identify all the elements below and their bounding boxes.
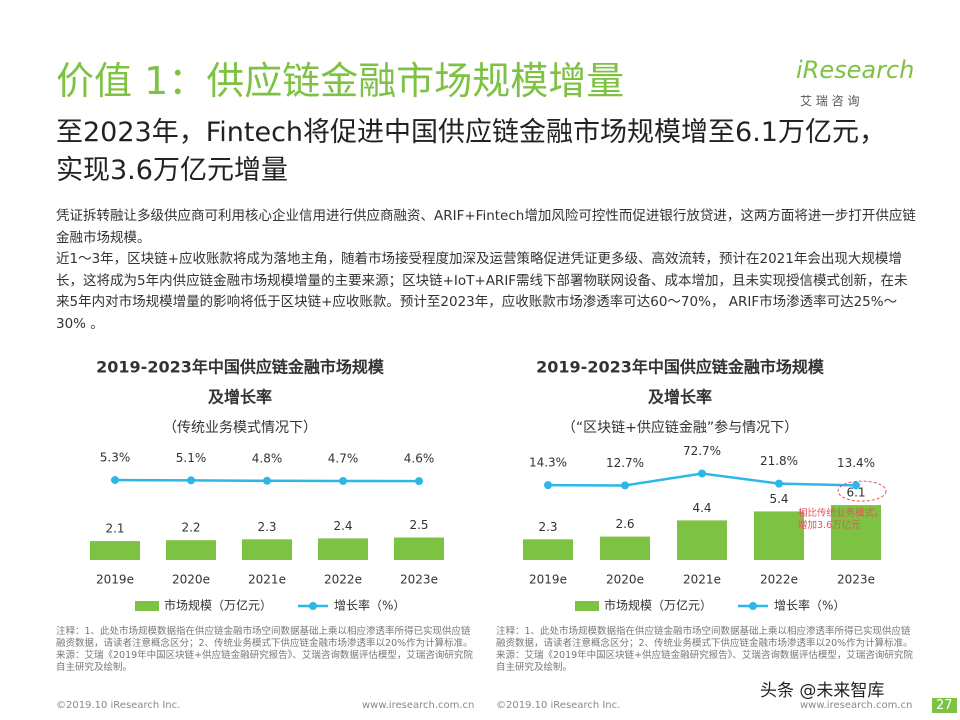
x-tick-label: 2021e — [248, 573, 286, 587]
slide-title: 价值 1：供应链金融市场规模增量 — [56, 59, 625, 103]
line-label: 12.7% — [606, 456, 644, 470]
bar — [600, 536, 650, 560]
x-tick-label: 2023e — [400, 573, 438, 587]
x-tick-label: 2023e — [837, 573, 875, 587]
line-point — [621, 481, 629, 490]
line-label: 5.3% — [100, 451, 131, 465]
source-text: 来源：艾瑞《2019年中国区块链+供应链金融研究报告》、艾瑞咨询数据评估模型，艾… — [496, 650, 913, 673]
bar-label: 2.3 — [257, 520, 276, 534]
line-label: 13.4% — [837, 456, 875, 470]
x-tick-label: 2022e — [324, 573, 362, 587]
x-tick-label: 2020e — [172, 573, 210, 587]
bar-label: 2.6 — [615, 517, 634, 531]
x-tick-label: 2022e — [760, 573, 798, 587]
page-number: 27 — [932, 698, 957, 713]
x-tick-label: 2019e — [529, 573, 567, 587]
chart-title: 及增长率 — [208, 388, 272, 407]
bar-label: 2.3 — [538, 520, 557, 534]
line-point — [775, 479, 783, 488]
bar-label: 5.4 — [769, 492, 788, 506]
bar — [242, 539, 292, 560]
bar — [90, 541, 140, 560]
line-point — [544, 481, 552, 490]
line-label: 21.8% — [760, 454, 798, 468]
line-point — [852, 481, 860, 490]
legend-label: 增长率（%） — [774, 598, 845, 613]
copyright: ©2019.10 iResearch Inc. — [496, 700, 621, 711]
note: 注释：1、此处市场规模数据指在供应链金融市场空间数据基础上乘以相应渗透率所得已实… — [496, 626, 916, 674]
line-point — [698, 469, 706, 478]
bar-label: 4.4 — [692, 501, 711, 515]
line-point — [111, 476, 119, 485]
note: 注释：1、此处市场规模数据指在供应链金融市场空间数据基础上乘以相应渗透率所得已实… — [56, 626, 476, 674]
bar — [523, 539, 573, 560]
legend-label: 市场规模（万亿元） — [164, 598, 272, 613]
chart-subtitle: （“区块链+供应链金融”参与情况下） — [562, 419, 798, 436]
copyright: ©2019.10 iResearch Inc. — [56, 700, 181, 711]
watermark: 头条 @未来智库 — [760, 681, 885, 701]
url: www.iresearch.com.cn — [362, 700, 475, 711]
bar-label: 2.2 — [181, 521, 200, 535]
legend-swatch — [135, 601, 159, 611]
note-text: 注释：1、此处市场规模数据指在供应链金融市场空间数据基础上乘以相应渗透率所得已实… — [56, 626, 473, 649]
legend-label: 增长率（%） — [334, 598, 405, 613]
line-label: 5.1% — [176, 451, 207, 465]
chart-title: 及增长率 — [648, 388, 712, 407]
line-label: 14.3% — [529, 456, 567, 470]
bar-label: 2.5 — [409, 518, 428, 532]
chart: 2019-2023年中国供应链金融市场规模 及增长率 （传统业务模式情况下） 2.1 2… — [40, 340, 480, 620]
bar — [754, 511, 804, 560]
chart-subtitle: （传统业务模式情况下） — [163, 420, 317, 436]
source-text: 来源：艾瑞《2019年中国区块链+供应链金融研究报告》、艾瑞咨询数据评估模型，艾… — [56, 650, 473, 673]
chart-title: 2019-2023年中国供应链金融市场规模 — [96, 358, 385, 377]
chart-title: 2019-2023年中国供应链金融市场规模 — [536, 358, 825, 377]
paragraph: 近1～3年，区块链+应收账款将成为落地主角，随着市场接受程度加深及运营策略促进凭… — [56, 251, 908, 332]
legend-point — [309, 602, 317, 610]
url: www.iresearch.com.cn — [800, 700, 913, 711]
subtitle: 至2023年，Fintech将促进中国供应链金融市场规模增至6.1万亿元，实现3… — [56, 117, 886, 186]
line-label: 4.8% — [252, 451, 283, 465]
bar-label: 2.1 — [105, 522, 124, 536]
bar — [394, 537, 444, 560]
paragraph: 凭证拆转融让多级供应商可利用核心企业信用进行供应商融资、ARIF+Fintech… — [56, 208, 916, 246]
bar — [831, 505, 881, 560]
x-tick-label: 2019e — [96, 573, 134, 587]
line-point — [415, 477, 423, 486]
line-label: 4.7% — [328, 451, 359, 465]
annotation-ring — [837, 480, 887, 502]
bar — [318, 538, 368, 560]
legend-label: 市场规模（万亿元） — [604, 598, 712, 613]
bar — [166, 540, 216, 560]
chart: 2019-2023年中国供应链金融市场规模 及增长率 （“区块链+供应链金融”参与情… — [480, 340, 920, 620]
line-label: 72.7% — [683, 444, 721, 458]
bar — [677, 520, 727, 560]
line-point — [187, 476, 195, 485]
legend-point — [749, 602, 757, 610]
body: 凭证拆转融让多级供应商可利用核心企业信用进行供应商融资、ARIF+Fintech… — [56, 206, 916, 335]
bar-label: 2.4 — [333, 519, 352, 533]
logo: iResearch — [796, 56, 915, 84]
legend-swatch — [575, 601, 599, 611]
x-tick-label: 2021e — [683, 573, 721, 587]
note-text: 注释：1、此处市场规模数据指在供应链金融市场空间数据基础上乘以相应渗透率所得已实… — [496, 626, 913, 649]
annotation: 相比传统业务模式，增加3.6万亿元 — [798, 508, 884, 531]
line-point — [339, 476, 347, 485]
bar-label: 6.1 — [846, 486, 865, 500]
line-label: 4.6% — [404, 452, 435, 466]
line-point — [263, 476, 271, 485]
x-tick-label: 2020e — [606, 573, 644, 587]
logo-sub: 艾 瑞 咨 询 — [800, 94, 860, 108]
